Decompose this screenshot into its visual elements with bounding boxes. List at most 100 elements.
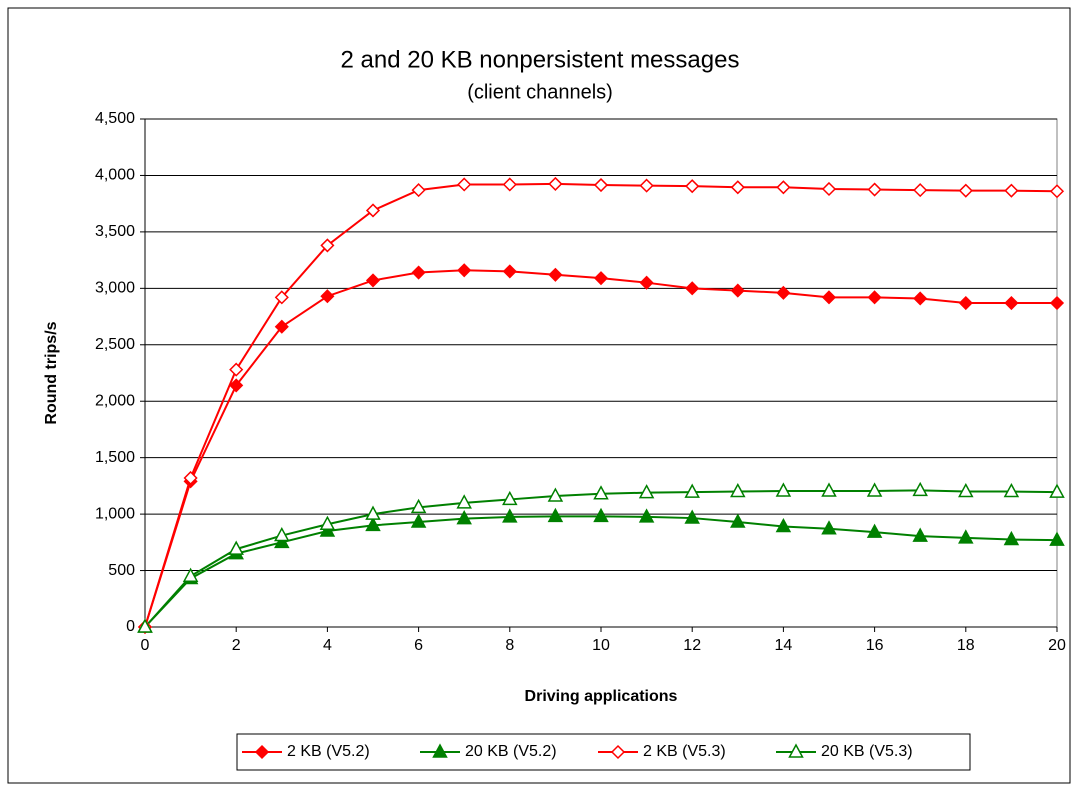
data-point [730, 513, 746, 528]
legend-label: 20 KB (V5.2) [465, 743, 557, 760]
x-tick-label: 20 [1048, 637, 1066, 654]
legend-marker [788, 743, 804, 758]
data-point [274, 319, 289, 334]
data-point [319, 515, 336, 531]
data-point [730, 180, 745, 195]
data-point [912, 527, 928, 542]
data-point [684, 483, 700, 498]
data-point [1049, 531, 1065, 546]
data-point [365, 203, 381, 218]
data-point [411, 265, 426, 280]
data-point [593, 177, 609, 193]
data-point [593, 485, 609, 500]
data-point [411, 183, 426, 198]
y-tick-label: 4,000 [95, 167, 135, 184]
x-tick-label: 10 [592, 637, 610, 654]
x-tick-label: 14 [775, 637, 793, 654]
data-point [821, 290, 837, 305]
chart-subtitle: (client channels) [467, 81, 613, 103]
data-point [776, 180, 791, 195]
data-point [593, 271, 609, 286]
data-point [912, 481, 928, 497]
data-point [776, 285, 791, 300]
data-point [456, 494, 472, 509]
data-point [456, 510, 472, 525]
data-point [958, 482, 974, 498]
legend-label: 2 KB (V5.2) [287, 743, 370, 760]
data-point [913, 291, 928, 306]
data-point [821, 181, 837, 197]
x-tick-label: 6 [414, 637, 423, 654]
data-point [867, 182, 882, 197]
y-tick-label: 3,500 [95, 223, 135, 240]
data-point [1003, 530, 1020, 546]
legend-marker [432, 743, 448, 758]
data-point [548, 267, 563, 282]
data-point [775, 482, 792, 497]
data-point [958, 529, 974, 544]
data-point [548, 176, 563, 191]
x-tick-label: 0 [141, 637, 150, 654]
x-tick-label: 18 [957, 637, 975, 654]
legend-marker [254, 744, 270, 760]
data-point [182, 567, 199, 582]
data-point [547, 487, 564, 502]
data-point [958, 183, 973, 198]
data-point [866, 523, 883, 538]
data-point [593, 507, 609, 523]
y-tick-label: 0 [126, 618, 135, 635]
data-point [913, 183, 928, 198]
data-point [821, 482, 837, 497]
data-point [410, 513, 427, 528]
data-point [638, 484, 655, 499]
data-point [775, 517, 792, 533]
data-point [685, 179, 700, 194]
data-point [1004, 183, 1019, 198]
data-point [410, 498, 427, 514]
data-point [639, 275, 654, 290]
data-point [274, 290, 289, 305]
data-point [457, 263, 472, 278]
x-tick-label: 8 [505, 637, 514, 654]
data-point [457, 177, 472, 192]
data-point [274, 526, 290, 542]
data-point [730, 283, 745, 298]
y-tick-label: 4,500 [95, 110, 135, 127]
y-tick-label: 1,500 [95, 449, 135, 466]
data-point [320, 289, 335, 304]
plot-area [144, 118, 1058, 628]
x-tick-label: 16 [866, 637, 884, 654]
data-point [639, 178, 654, 193]
data-point [502, 508, 518, 523]
data-point [137, 618, 153, 633]
data-point [229, 378, 244, 393]
data-point [228, 540, 244, 555]
data-point [502, 490, 518, 506]
x-tick-label: 2 [232, 637, 241, 654]
y-axis-label: Round trips/s [43, 321, 60, 424]
data-point [638, 508, 655, 523]
data-point [1003, 482, 1020, 498]
data-point [365, 505, 381, 520]
data-point [684, 509, 700, 524]
data-point [730, 482, 746, 498]
data-point [1049, 483, 1065, 498]
data-point [274, 533, 290, 549]
legend-marker [610, 744, 626, 760]
legend-label: 20 KB (V5.3) [821, 743, 913, 760]
chart-title: 2 and 20 KB nonpersistent messages [341, 46, 740, 73]
data-point [320, 238, 335, 253]
x-axis-label: Driving applications [525, 688, 678, 705]
data-point [319, 522, 336, 537]
y-tick-label: 1,000 [95, 505, 135, 522]
data-point [866, 482, 883, 497]
y-tick-label: 500 [108, 562, 135, 579]
data-point [547, 507, 564, 523]
y-tick-label: 2,000 [95, 392, 135, 409]
data-point [365, 273, 381, 288]
data-point [1004, 295, 1019, 311]
data-point [183, 470, 198, 486]
data-point [365, 516, 381, 532]
legend-label: 2 KB (V5.3) [643, 743, 726, 760]
